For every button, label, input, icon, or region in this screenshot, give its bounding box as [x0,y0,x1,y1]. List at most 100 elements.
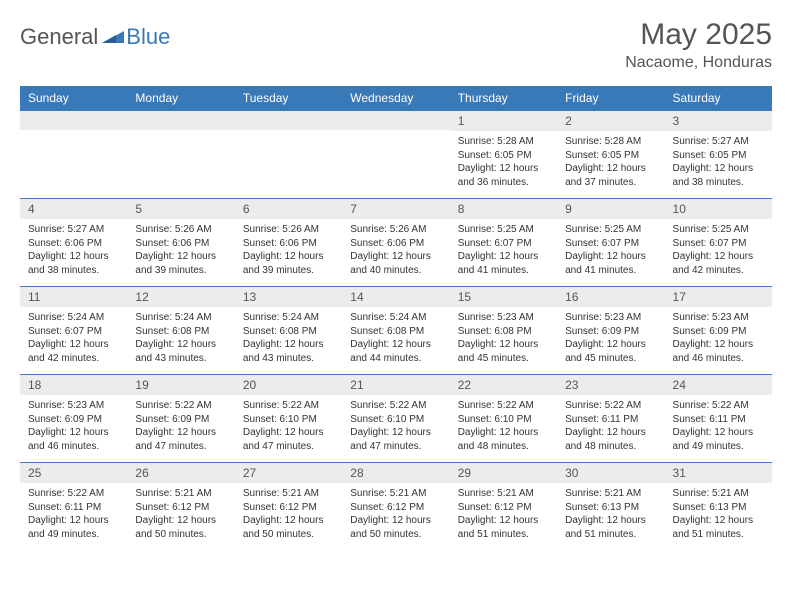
day-number: 10 [665,199,772,219]
calendar-cell: 14Sunrise: 5:24 AMSunset: 6:08 PMDayligh… [342,287,449,375]
day-body: Sunrise: 5:22 AMSunset: 6:11 PMDaylight:… [557,395,664,459]
daylight-text: Daylight: 12 hours and 50 minutes. [135,514,226,541]
sunrise-text: Sunrise: 5:25 AM [565,223,656,237]
day-body: Sunrise: 5:21 AMSunset: 6:13 PMDaylight:… [557,483,664,547]
daylight-text: Daylight: 12 hours and 48 minutes. [565,426,656,453]
sunset-text: Sunset: 6:08 PM [458,325,549,339]
day-body: Sunrise: 5:28 AMSunset: 6:05 PMDaylight:… [557,131,664,195]
calendar-cell: 31Sunrise: 5:21 AMSunset: 6:13 PMDayligh… [665,463,772,551]
day-number: 25 [20,463,127,483]
day-body: Sunrise: 5:25 AMSunset: 6:07 PMDaylight:… [665,219,772,283]
daylight-text: Daylight: 12 hours and 48 minutes. [458,426,549,453]
daylight-text: Daylight: 12 hours and 41 minutes. [458,250,549,277]
calendar-cell: 9Sunrise: 5:25 AMSunset: 6:07 PMDaylight… [557,199,664,287]
sunset-text: Sunset: 6:09 PM [28,413,119,427]
weekday-header: Sunday [20,86,127,111]
day-body: Sunrise: 5:23 AMSunset: 6:09 PMDaylight:… [665,307,772,371]
day-number: 31 [665,463,772,483]
day-body: Sunrise: 5:21 AMSunset: 6:12 PMDaylight:… [342,483,449,547]
day-body: Sunrise: 5:21 AMSunset: 6:12 PMDaylight:… [235,483,342,547]
calendar-cell [20,111,127,199]
sunset-text: Sunset: 6:09 PM [673,325,764,339]
day-number: 27 [235,463,342,483]
calendar-cell [235,111,342,199]
day-number-empty [20,111,127,130]
calendar-cell: 5Sunrise: 5:26 AMSunset: 6:06 PMDaylight… [127,199,234,287]
calendar-table: Sunday Monday Tuesday Wednesday Thursday… [20,86,772,551]
sunset-text: Sunset: 6:06 PM [350,237,441,251]
day-number: 26 [127,463,234,483]
location-label: Nacaome, Honduras [625,54,772,72]
calendar-cell: 13Sunrise: 5:24 AMSunset: 6:08 PMDayligh… [235,287,342,375]
calendar-cell: 3Sunrise: 5:27 AMSunset: 6:05 PMDaylight… [665,111,772,199]
weekday-header-row: Sunday Monday Tuesday Wednesday Thursday… [20,86,772,111]
calendar-cell: 23Sunrise: 5:22 AMSunset: 6:11 PMDayligh… [557,375,664,463]
calendar-cell: 1Sunrise: 5:28 AMSunset: 6:05 PMDaylight… [450,111,557,199]
day-body: Sunrise: 5:22 AMSunset: 6:09 PMDaylight:… [127,395,234,459]
page-title: May 2025 [625,18,772,52]
daylight-text: Daylight: 12 hours and 51 minutes. [565,514,656,541]
sunset-text: Sunset: 6:09 PM [135,413,226,427]
sunrise-text: Sunrise: 5:26 AM [350,223,441,237]
day-body: Sunrise: 5:28 AMSunset: 6:05 PMDaylight:… [450,131,557,195]
calendar-cell: 6Sunrise: 5:26 AMSunset: 6:06 PMDaylight… [235,199,342,287]
day-number: 3 [665,111,772,131]
sunrise-text: Sunrise: 5:23 AM [28,399,119,413]
day-number: 14 [342,287,449,307]
sunrise-text: Sunrise: 5:22 AM [458,399,549,413]
calendar-cell: 12Sunrise: 5:24 AMSunset: 6:08 PMDayligh… [127,287,234,375]
weekday-header: Saturday [665,86,772,111]
calendar-cell: 29Sunrise: 5:21 AMSunset: 6:12 PMDayligh… [450,463,557,551]
calendar-cell: 2Sunrise: 5:28 AMSunset: 6:05 PMDaylight… [557,111,664,199]
day-number: 17 [665,287,772,307]
sunset-text: Sunset: 6:07 PM [673,237,764,251]
sunrise-text: Sunrise: 5:22 AM [673,399,764,413]
sunrise-text: Sunrise: 5:22 AM [135,399,226,413]
day-number: 18 [20,375,127,395]
sunset-text: Sunset: 6:05 PM [565,149,656,163]
daylight-text: Daylight: 12 hours and 49 minutes. [673,426,764,453]
sunrise-text: Sunrise: 5:24 AM [28,311,119,325]
calendar-cell: 15Sunrise: 5:23 AMSunset: 6:08 PMDayligh… [450,287,557,375]
day-body: Sunrise: 5:25 AMSunset: 6:07 PMDaylight:… [450,219,557,283]
day-body: Sunrise: 5:26 AMSunset: 6:06 PMDaylight:… [235,219,342,283]
sunset-text: Sunset: 6:06 PM [243,237,334,251]
day-body: Sunrise: 5:22 AMSunset: 6:10 PMDaylight:… [450,395,557,459]
day-number: 15 [450,287,557,307]
day-number: 11 [20,287,127,307]
daylight-text: Daylight: 12 hours and 47 minutes. [135,426,226,453]
day-body: Sunrise: 5:22 AMSunset: 6:10 PMDaylight:… [342,395,449,459]
sunrise-text: Sunrise: 5:24 AM [350,311,441,325]
sunrise-text: Sunrise: 5:22 AM [243,399,334,413]
sunset-text: Sunset: 6:07 PM [458,237,549,251]
calendar-cell: 26Sunrise: 5:21 AMSunset: 6:12 PMDayligh… [127,463,234,551]
daylight-text: Daylight: 12 hours and 43 minutes. [135,338,226,365]
calendar-week-row: 1Sunrise: 5:28 AMSunset: 6:05 PMDaylight… [20,111,772,199]
day-body-empty [127,130,234,190]
calendar-cell: 16Sunrise: 5:23 AMSunset: 6:09 PMDayligh… [557,287,664,375]
weekday-header: Tuesday [235,86,342,111]
day-number: 9 [557,199,664,219]
title-block: May 2025 Nacaome, Honduras [625,18,772,72]
daylight-text: Daylight: 12 hours and 45 minutes. [458,338,549,365]
daylight-text: Daylight: 12 hours and 49 minutes. [28,514,119,541]
sunrise-text: Sunrise: 5:24 AM [243,311,334,325]
day-number: 30 [557,463,664,483]
sunrise-text: Sunrise: 5:21 AM [673,487,764,501]
calendar-cell: 17Sunrise: 5:23 AMSunset: 6:09 PMDayligh… [665,287,772,375]
daylight-text: Daylight: 12 hours and 36 minutes. [458,162,549,189]
sunset-text: Sunset: 6:13 PM [565,501,656,515]
brand-logo: General Blue [20,18,170,50]
sunset-text: Sunset: 6:12 PM [458,501,549,515]
day-body: Sunrise: 5:22 AMSunset: 6:11 PMDaylight:… [20,483,127,547]
day-body: Sunrise: 5:24 AMSunset: 6:08 PMDaylight:… [342,307,449,371]
day-number: 7 [342,199,449,219]
sunset-text: Sunset: 6:05 PM [673,149,764,163]
calendar-cell: 8Sunrise: 5:25 AMSunset: 6:07 PMDaylight… [450,199,557,287]
day-body: Sunrise: 5:27 AMSunset: 6:06 PMDaylight:… [20,219,127,283]
day-body: Sunrise: 5:22 AMSunset: 6:10 PMDaylight:… [235,395,342,459]
sunset-text: Sunset: 6:09 PM [565,325,656,339]
sunset-text: Sunset: 6:11 PM [565,413,656,427]
day-number: 28 [342,463,449,483]
daylight-text: Daylight: 12 hours and 50 minutes. [243,514,334,541]
